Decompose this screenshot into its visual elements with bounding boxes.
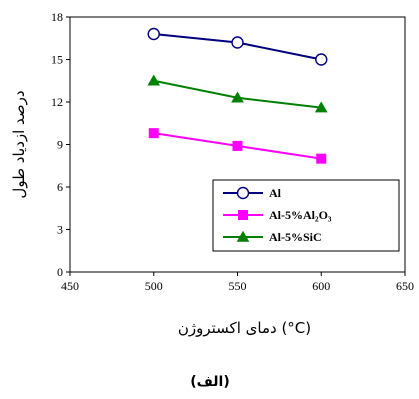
data-point xyxy=(232,140,243,151)
data-point xyxy=(148,128,159,139)
data-point xyxy=(147,74,161,86)
legend-marker xyxy=(236,186,250,200)
legend-label: Al-5%Al₂O₃ xyxy=(269,208,332,222)
x-tick-label: 600 xyxy=(312,279,330,293)
data-point xyxy=(147,27,160,41)
x-tick-label: 650 xyxy=(396,279,414,293)
series-0 xyxy=(147,27,328,66)
x-tick-label: 500 xyxy=(145,279,163,293)
legend-marker xyxy=(236,230,250,242)
legend-item: Al-5%SiC xyxy=(223,230,322,244)
legend-label: Al xyxy=(269,186,282,200)
y-tick-label: 12 xyxy=(51,95,63,109)
data-point xyxy=(315,53,328,66)
series-1 xyxy=(148,128,327,164)
y-axis-label: درصد ازدیاد طول xyxy=(10,90,28,198)
figure-caption: (الف) xyxy=(190,374,230,390)
y-tick-label: 3 xyxy=(57,223,63,237)
data-point xyxy=(316,153,327,164)
legend-item: Al-5%Al₂O₃ xyxy=(223,208,332,222)
x-axis-label: دمای اکستروژن (°C) xyxy=(178,319,311,337)
y-tick-label: 0 xyxy=(57,265,63,279)
legend-marker xyxy=(238,210,248,220)
legend-label: Al-5%SiC xyxy=(269,230,322,244)
y-tick-label: 9 xyxy=(57,138,63,152)
y-tick-label: 6 xyxy=(57,180,63,194)
x-tick-label: 550 xyxy=(229,279,247,293)
x-tick-label: 450 xyxy=(61,279,79,293)
y-tick-label: 18 xyxy=(51,10,63,24)
series-2 xyxy=(147,74,328,113)
data-point xyxy=(231,36,244,49)
data-point xyxy=(314,101,328,113)
legend-item: Al xyxy=(223,186,282,200)
data-point xyxy=(231,91,244,103)
y-tick-label: 15 xyxy=(51,53,63,67)
